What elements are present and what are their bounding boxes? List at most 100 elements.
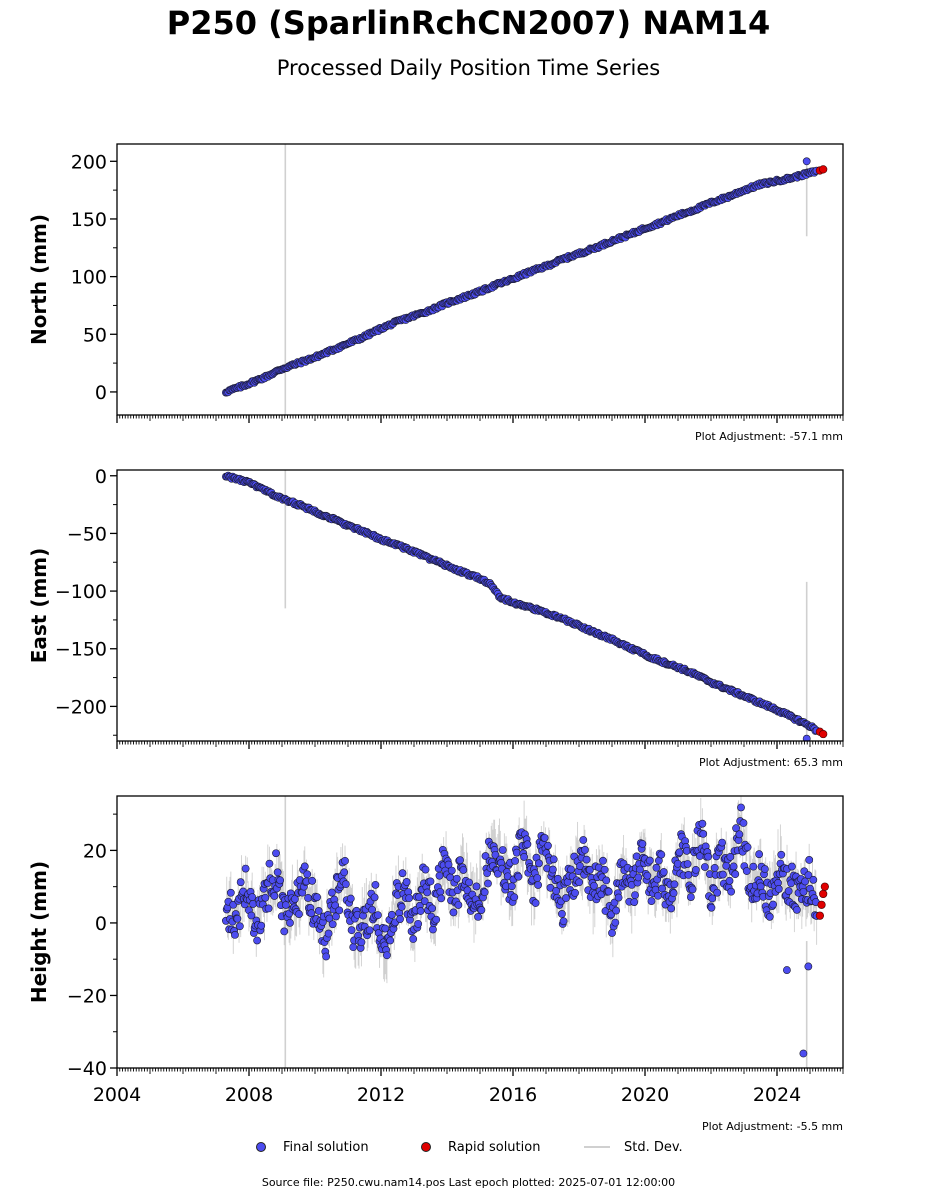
height-final-point (611, 918, 620, 927)
height-final-point (428, 904, 437, 913)
height-final-point (760, 865, 769, 873)
height-final-point (331, 901, 340, 910)
height-final-point (688, 885, 697, 894)
height-final-point (804, 871, 813, 880)
height-final-point (548, 865, 557, 874)
height-final-point (710, 863, 719, 872)
height-final-point (421, 865, 430, 874)
height-final-point (599, 856, 607, 865)
east-outlier-0 (802, 734, 811, 741)
legend-final-marker (256, 1142, 266, 1152)
height-plot-adjustment: Plot Adjustment: -5.5 mm (702, 1120, 843, 1133)
height-final-point (725, 876, 734, 885)
height-final-point (414, 919, 423, 928)
height-final-point (416, 907, 425, 915)
height-final-point (667, 904, 676, 913)
height-final-point (303, 870, 312, 879)
height-final-point (341, 856, 349, 865)
height-final-point (777, 850, 786, 859)
height-final-point (304, 894, 312, 902)
height-final-point (420, 897, 429, 906)
height-final-point (327, 888, 336, 897)
north-outlier-0 (802, 157, 811, 166)
height-final-point (397, 902, 406, 911)
height-final-point (477, 906, 486, 914)
height-final-point (247, 911, 256, 920)
height-final-point (559, 917, 568, 926)
east-ytick-label-4: −200 (55, 696, 107, 718)
height-final-point (261, 893, 270, 902)
height-final-point (523, 840, 532, 849)
legend-final-label: Final solution (283, 1139, 369, 1155)
height-final-point (405, 894, 414, 903)
height-final-point (801, 877, 809, 886)
height-final-point (322, 952, 331, 961)
height-final-point (632, 852, 641, 861)
east-data-layer (221, 470, 828, 741)
height-final-point (737, 803, 745, 812)
legend-rapid-label: Rapid solution (448, 1139, 541, 1155)
legend-item-rapid: Rapid solution (421, 1136, 540, 1158)
height-final-point (575, 878, 584, 887)
height-final-point (727, 887, 736, 896)
height-final-point (769, 900, 777, 909)
height-final-point (535, 859, 543, 868)
height-final-point (459, 866, 468, 874)
height-final-point (612, 906, 621, 915)
east-rapid-point-1 (819, 729, 828, 739)
height-final-point (347, 926, 356, 935)
height-final-point (313, 893, 321, 902)
height-final-point (429, 925, 437, 934)
height-rapid-point-2 (819, 889, 828, 899)
height-final-point (634, 873, 643, 882)
height-final-point (631, 891, 639, 900)
height-final-point (774, 885, 783, 893)
height-outlier-0 (783, 966, 791, 974)
height-final-point (365, 926, 374, 935)
height-final-point (340, 868, 349, 877)
height-final-point (423, 888, 432, 897)
north-ytick-label-3: 150 (71, 209, 107, 231)
height-final-point (669, 889, 678, 898)
height-final-point (731, 870, 740, 879)
height-final-point (432, 915, 441, 924)
height-final-point (792, 905, 801, 914)
height-data-layer (221, 796, 829, 1068)
height-final-point (456, 856, 464, 865)
height-final-point (799, 887, 808, 896)
height-final-point (654, 891, 662, 900)
height-final-point (273, 868, 282, 877)
figure-subtitle: Processed Daily Position Time Series (276, 56, 661, 80)
height-final-point (507, 882, 516, 891)
height-final-point (248, 893, 257, 902)
height-ytick-label-2: −20 (67, 985, 107, 1007)
height-final-point (426, 877, 435, 886)
north-ytick-label-2: 100 (71, 267, 107, 289)
height-final-point (604, 887, 613, 896)
height-final-point (341, 880, 350, 889)
height-final-point (435, 871, 444, 880)
height-xtick-label-5: 2024 (753, 1084, 801, 1106)
height-final-point (383, 951, 391, 960)
height-final-point (636, 865, 644, 874)
height-final-point (308, 876, 317, 885)
height-final-point (357, 938, 366, 947)
height-final-point (805, 856, 814, 864)
height-final-point (436, 887, 445, 896)
height-final-point (396, 915, 404, 923)
height-ytick-label-3: −40 (67, 1058, 107, 1080)
height-final-point (659, 868, 668, 876)
height-final-point (241, 864, 250, 873)
north-ytick-label-4: 200 (71, 151, 107, 173)
height-final-point (784, 887, 793, 895)
height-final-point (699, 830, 708, 838)
height-outlier-2 (804, 962, 813, 971)
height-final-point (571, 888, 579, 897)
legend-std-line (584, 1146, 610, 1148)
height-final-point (264, 904, 273, 913)
height-final-point (687, 893, 695, 901)
height-final-point (449, 908, 458, 917)
height-final-point (480, 888, 489, 897)
